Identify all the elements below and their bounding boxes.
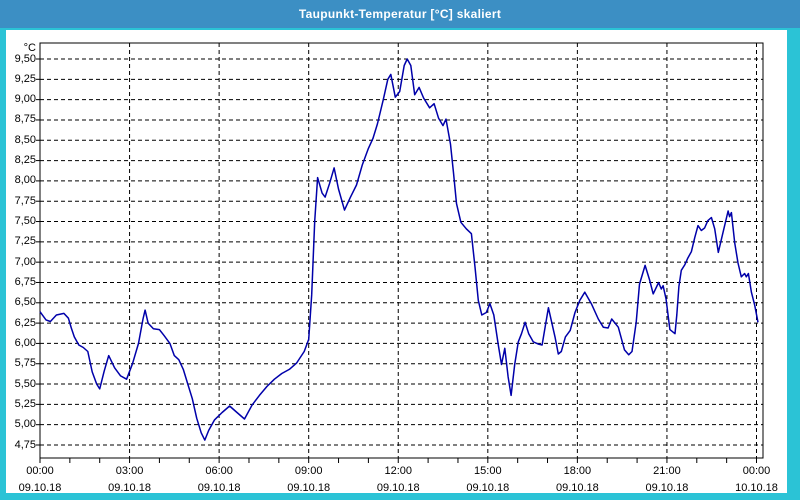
window-title-bar[interactable]: Taupunkt-Temperatur [°C] skaliert bbox=[0, 0, 800, 28]
window-title: Taupunkt-Temperatur [°C] skaliert bbox=[298, 7, 502, 21]
chart-panel bbox=[6, 30, 787, 493]
